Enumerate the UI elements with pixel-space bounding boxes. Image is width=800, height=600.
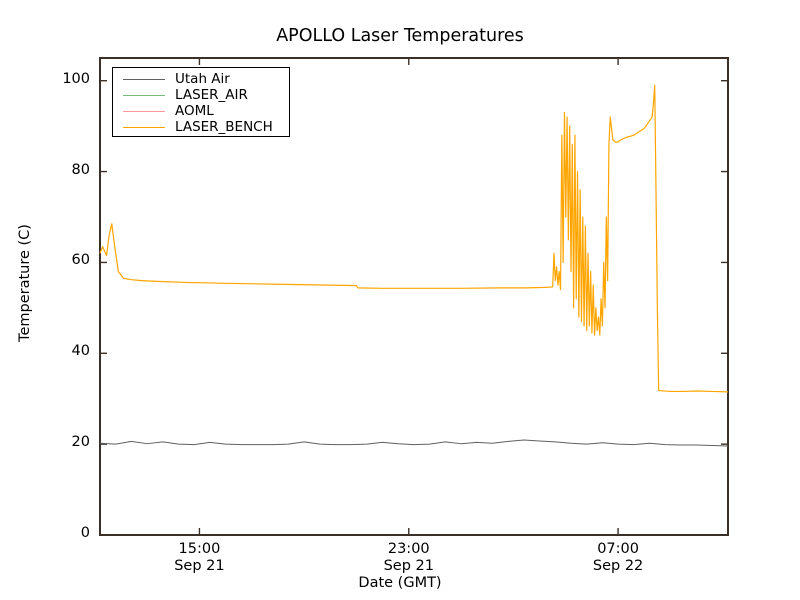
y-tick-label: 0 — [80, 525, 90, 541]
x-tick-time: 15:00 — [178, 541, 221, 557]
y-tick-label: 60 — [71, 252, 90, 269]
x-tick-date: Sep 21 — [383, 558, 434, 574]
legend-item-0[interactable]: Utah Air — [113, 71, 289, 88]
chart-title: APOLLO Laser Temperatures — [276, 26, 524, 46]
x-tick-label: 15:00 Sep 21 — [139, 541, 259, 575]
legend[interactable]: Utah Air LASER_AIR AOML LASER_BENCH — [112, 67, 290, 137]
legend-item-2[interactable]: AOML — [113, 103, 289, 120]
y-axis-ticks — [100, 80, 728, 536]
legend-swatch-laser-air — [123, 95, 165, 96]
y-tick-label: 20 — [71, 434, 90, 451]
x-axis-label: Date (GMT) — [358, 575, 442, 591]
x-tick-time: 07:00 — [597, 541, 639, 557]
legend-swatch-utah-air — [123, 79, 165, 80]
legend-label-utah-air: Utah Air — [175, 71, 230, 87]
legend-label-laser-bench: LASER_BENCH — [175, 119, 273, 135]
legend-label-aoml: AOML — [175, 103, 214, 119]
y-tick-label: 80 — [71, 161, 90, 178]
x-tick-label: 23:00 Sep 21 — [349, 541, 469, 575]
legend-label-laser-air: LASER_AIR — [175, 87, 248, 103]
series-line-laser-bench — [99, 84, 729, 393]
x-tick-date: Sep 22 — [592, 558, 644, 574]
x-axis-ticks — [198, 58, 619, 535]
data-series-group — [99, 84, 729, 447]
x-tick-date: Sep 21 — [174, 558, 225, 574]
y-tick-label: 100 — [62, 70, 90, 87]
series-line-utah-air — [99, 439, 729, 447]
plot-frame — [99, 57, 729, 536]
legend-item-1[interactable]: LASER_AIR — [113, 87, 289, 104]
legend-swatch-aoml — [123, 111, 165, 112]
y-tick-label: 40 — [71, 343, 90, 360]
x-tick-time: 23:00 — [387, 541, 430, 557]
x-tick-label: 07:00 Sep 22 — [558, 541, 678, 575]
legend-item-3[interactable]: LASER_BENCH — [113, 119, 289, 136]
legend-swatch-laser-bench — [123, 127, 165, 128]
